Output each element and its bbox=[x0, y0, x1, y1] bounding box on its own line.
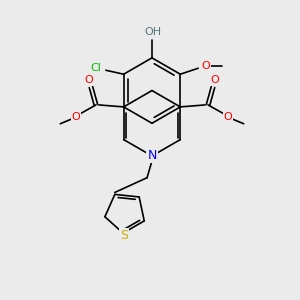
Text: O: O bbox=[85, 75, 93, 85]
Text: S: S bbox=[120, 229, 128, 242]
Text: Cl: Cl bbox=[91, 63, 101, 73]
Text: O: O bbox=[211, 75, 219, 85]
Text: O: O bbox=[224, 112, 232, 122]
Text: N: N bbox=[147, 149, 157, 162]
Text: OH: OH bbox=[144, 27, 161, 37]
Text: O: O bbox=[202, 61, 210, 71]
Text: O: O bbox=[72, 112, 80, 122]
